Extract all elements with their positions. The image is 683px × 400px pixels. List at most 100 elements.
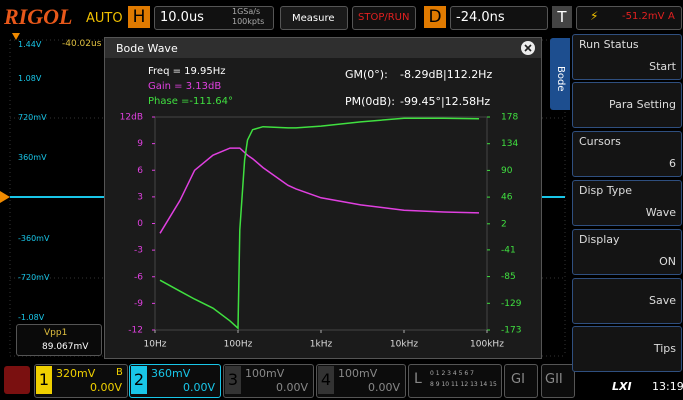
x-tick-label: 10Hz: [144, 340, 167, 350]
scale-label: -1.08V: [18, 313, 45, 322]
y2-tick-label: 134: [501, 139, 518, 149]
y-tick-label: -6: [134, 272, 143, 282]
h-label: H: [128, 6, 150, 28]
y2-tick-label: 90: [501, 166, 513, 176]
menu-item[interactable]: [572, 278, 682, 324]
lxi: LXI: [612, 380, 632, 393]
menu-label: Tips: [653, 342, 676, 355]
y-tick-label: -9: [134, 299, 143, 309]
series-line: [159, 147, 480, 234]
cursor-freq: Freq = 19.95Hz: [148, 66, 226, 77]
trigger-level: -51.2mV: [622, 11, 665, 22]
delay: -24.0ns: [456, 10, 505, 25]
memory: 100kpts: [232, 17, 265, 26]
timebase: 10.0us: [160, 10, 204, 25]
x-tick-label: 100kHz: [470, 340, 504, 350]
scale-label: -360mV: [18, 234, 50, 243]
menu-value: 6: [669, 157, 676, 170]
delay-box: [450, 6, 548, 30]
menu-label: Para Setting: [608, 98, 676, 111]
gen2: GII: [545, 372, 563, 387]
gm-label: GM(0°):: [345, 68, 388, 81]
trigger-icon: ⚡: [590, 9, 599, 23]
run[interactable]: STOP/RUN: [358, 12, 410, 23]
trigger-source: A: [668, 11, 675, 22]
measure[interactable]: Measure: [292, 13, 335, 24]
d-label: D: [424, 6, 446, 28]
scale-label: 720mV: [18, 113, 47, 122]
timebase-box: [154, 6, 274, 30]
menu-item[interactable]: [572, 34, 682, 80]
channel-scale: 320mV: [56, 367, 96, 380]
y2-tick-label: -129: [501, 299, 522, 309]
y2-tick-label: -41: [501, 245, 516, 255]
bode-title: Bode Wave: [116, 42, 178, 55]
offset: -40.02us: [62, 39, 102, 49]
menu-label: Display: [579, 233, 620, 246]
y-tick-label: 12dB: [120, 113, 143, 123]
menu-button[interactable]: [4, 366, 30, 394]
bode-tab-label: Bode: [555, 66, 566, 92]
trigger-marker: [0, 191, 10, 203]
y-tick-label: 9: [137, 139, 143, 149]
menu-label: Run Status: [579, 38, 639, 51]
x-tick-label: 10kHz: [390, 340, 418, 350]
measurement-box: [16, 324, 102, 356]
channel-scale: 360mV: [151, 367, 191, 380]
menu-item[interactable]: [572, 326, 682, 372]
channel-number: 1: [36, 366, 52, 394]
menu-value: Wave: [645, 206, 676, 219]
gen1-box[interactable]: [504, 364, 538, 398]
channel-offset: 0.00V: [275, 381, 308, 394]
menu-label: Cursors: [579, 135, 621, 148]
logic-box[interactable]: [408, 364, 502, 398]
plot-frame: [154, 116, 488, 331]
y2-tick-label: 178: [501, 113, 518, 123]
close-button[interactable]: [520, 40, 536, 56]
bode-chart: 12dB 9 6 3 0 -3 -6 -9 -12 178 134 90 46 2 -41 -85 -129 -1…: [120, 113, 522, 350]
pm-value: -99.45°|12.58Hz: [400, 95, 491, 108]
y2-tick-label: 46: [501, 193, 513, 203]
logic-label: L: [414, 371, 422, 387]
t-label: T: [552, 6, 572, 28]
series-line: [159, 117, 480, 330]
bode-header: [105, 38, 541, 58]
channel-flag: B: [116, 367, 123, 378]
time-marker: [12, 33, 20, 40]
menu-value: Start: [649, 60, 676, 73]
run-button[interactable]: [352, 6, 416, 30]
gen1: GI: [511, 372, 525, 387]
y-tick-label: -3: [134, 246, 143, 256]
gen2-box[interactable]: [541, 364, 575, 398]
logic-bits-low: 0 1 2 3 4 5 6 7: [430, 370, 474, 377]
menu-label: Save: [648, 294, 676, 307]
channel-scale: 100mV: [338, 367, 378, 380]
menu-item[interactable]: [572, 180, 682, 226]
sample-rate: 1GSa/s: [232, 7, 261, 16]
y-tick-label: 0: [137, 219, 143, 229]
bode-tab[interactable]: [550, 38, 570, 110]
mode: AUTO: [86, 11, 123, 26]
menu-item[interactable]: [572, 131, 682, 177]
y-tick-label: 3: [137, 192, 143, 202]
time: 13:19: [652, 380, 683, 393]
y2-tick-label: -173: [501, 326, 521, 336]
scale-label: 360mV: [18, 153, 47, 162]
gm-value: -8.29dB|112.2Hz: [400, 68, 493, 81]
channel-number: 2: [131, 366, 147, 394]
measurement-value: 89.067mV: [42, 342, 89, 352]
scale-label: 1.08V: [18, 74, 42, 83]
channel-offset: 0.00V: [182, 381, 215, 394]
y-tick-label: 6: [137, 166, 143, 176]
menu-label: Disp Type: [579, 184, 633, 197]
measure-button[interactable]: [280, 6, 348, 30]
channel-offset: 0.00V: [367, 381, 400, 394]
measurement-label: Vpp1: [44, 328, 68, 338]
brand: RIGOL: [4, 4, 73, 29]
menu-item[interactable]: [572, 82, 682, 128]
x-tick-label: 1kHz: [310, 340, 333, 350]
x-tick-label: 100Hz: [224, 340, 253, 350]
menu-item[interactable]: [572, 229, 682, 275]
